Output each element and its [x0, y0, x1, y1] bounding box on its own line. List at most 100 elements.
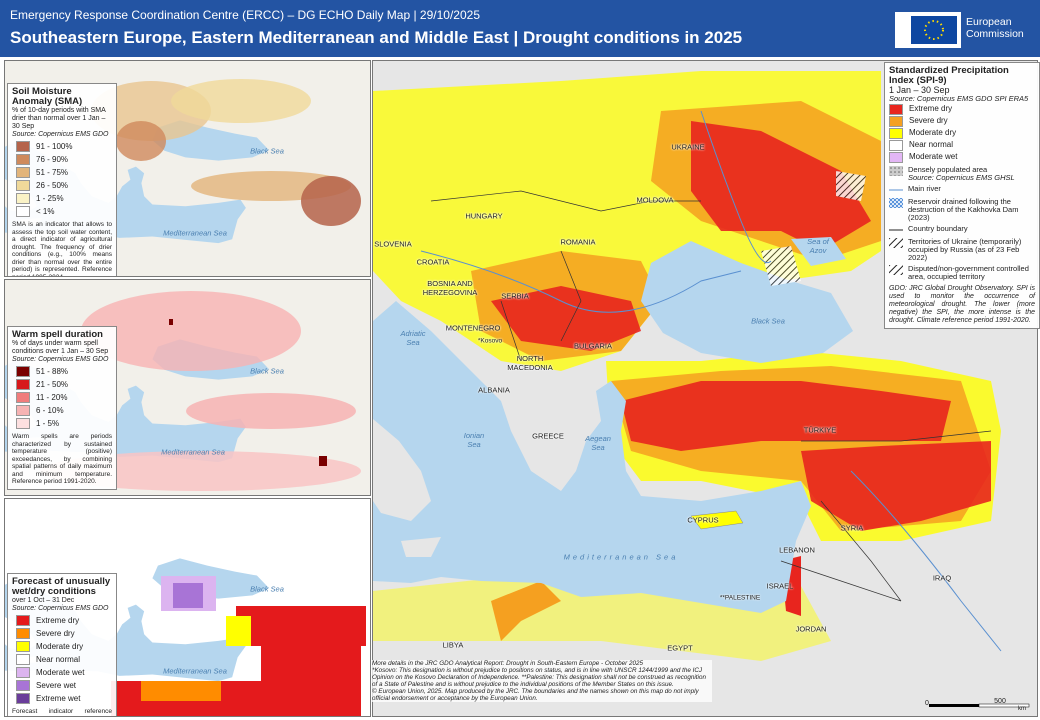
- legend-item: Severe dry: [889, 116, 1035, 127]
- sea-label: Black Sea: [250, 584, 284, 594]
- sea-label: Mediterranean Sea: [563, 552, 679, 562]
- legend-swatch: [16, 379, 30, 390]
- legend-swatch: [889, 152, 903, 163]
- legend-label: Extreme wet: [36, 693, 81, 703]
- country-label: IRAQ: [932, 573, 952, 583]
- sea-label: Black Sea: [250, 146, 284, 156]
- legend-swatch: [16, 418, 30, 429]
- legend-label: 1 - 25%: [36, 193, 64, 203]
- legend-label: Main river: [908, 184, 941, 193]
- legend-label: 51 - 75%: [36, 167, 69, 177]
- country-label: ISRAEL: [766, 581, 794, 591]
- legend-swatch: [889, 140, 903, 151]
- river: [700, 110, 772, 264]
- legend-swatch: [16, 180, 30, 191]
- country-label: SYRIA: [840, 523, 864, 533]
- panel-description: SMA is an indicator that allows to asses…: [12, 221, 112, 277]
- legend-symbol: [889, 166, 903, 176]
- country-label: BULGARIA: [574, 341, 612, 351]
- legend-item: Severe dry: [16, 628, 112, 639]
- legend-item: Reservoir drained following the destruct…: [889, 198, 1035, 222]
- legend-label: 11 - 20%: [36, 392, 68, 402]
- legend-item: < 1%: [16, 206, 112, 217]
- swatch: [889, 265, 903, 275]
- scale-label: 0: [925, 700, 929, 707]
- legend-swatch: [889, 128, 903, 139]
- panel-description: Forecast indicator reference period 1993…: [12, 708, 112, 716]
- legend-swatch: [16, 615, 30, 626]
- legend-list: Extreme dry Severe dry Moderate dry Near no…: [889, 104, 1035, 163]
- legend-label: < 1%: [36, 206, 55, 216]
- legend-swatch: [16, 641, 30, 652]
- logo-text: European Commission: [966, 16, 1024, 40]
- legend-label: Extreme dry: [36, 615, 80, 625]
- panel-source: Source: Copernicus EMS GDO: [12, 131, 109, 138]
- panel-subtitle: over 1 Oct – 31 Dec: [12, 597, 75, 604]
- legend-label: 1 - 5%: [36, 418, 60, 428]
- warm-area: [81, 291, 301, 371]
- sea-label: Ionian Sea: [463, 431, 485, 449]
- warm-area: [41, 451, 361, 491]
- legend-swatch: [16, 366, 30, 377]
- legend-item: Extreme wet: [16, 693, 112, 704]
- country-label: CYPRUS: [687, 515, 719, 525]
- legend-item: Country boundary: [889, 225, 1035, 235]
- legend-item: 51 - 75%: [16, 167, 112, 178]
- drought-extreme: [801, 441, 991, 531]
- legend-item: Territories of Ukraine (temporarily) occ…: [889, 238, 1035, 262]
- country-label: EGYPT: [667, 643, 693, 653]
- legend-swatch: [889, 104, 903, 115]
- sea-label: Mediterranean Sea: [163, 666, 227, 676]
- country-label: GREECE: [532, 431, 564, 441]
- dry-area: [261, 646, 361, 686]
- legend-label: Extreme dry: [909, 104, 953, 114]
- legend-label: 21 - 50%: [36, 379, 69, 389]
- legend-item: Extreme dry: [889, 104, 1035, 115]
- river: [850, 470, 1002, 652]
- dry-area: [236, 606, 366, 646]
- panel-title: Soil Moisture Anomaly (SMA): [12, 86, 83, 107]
- sea-label: Mediterranean Sea: [163, 228, 227, 238]
- scale-label: km: [1018, 706, 1026, 712]
- legend-symbol: [889, 265, 903, 275]
- cyprus: [690, 510, 744, 530]
- legend-swatch: [16, 628, 30, 639]
- legend-swatch: [16, 193, 30, 204]
- legend-item: Main river: [889, 185, 1035, 195]
- panel-warm-spell: Black Sea Mediterranean Sea Warm spell d…: [4, 279, 371, 496]
- legend-swatch: [16, 154, 30, 165]
- legend-label: Near normal: [909, 140, 954, 150]
- country-label: LIBYA: [442, 640, 464, 650]
- sea-label: Black Sea: [751, 316, 785, 326]
- sea-label: Black Sea: [250, 366, 284, 376]
- footer-line: *Kosovo: This designation is without pre…: [372, 667, 706, 688]
- logo: [893, 10, 1033, 50]
- panel-source: Source: Copernicus EMS GDO: [12, 356, 109, 363]
- legend-item: Near normal: [16, 654, 112, 665]
- drought-extreme: [691, 121, 871, 251]
- legend-label: Moderate dry: [36, 641, 84, 651]
- legend-list: 51 - 88% 21 - 50% 11 - 20% 6 - 10% 1 - 5%: [12, 366, 112, 429]
- country-label: ROMANIA: [560, 237, 596, 247]
- legend-label: Severe wet: [36, 680, 77, 690]
- panel-subtitle: % of days under warm spell conditions ov…: [12, 340, 109, 355]
- legend-swatch: [16, 680, 30, 691]
- legend-item: Moderate dry: [889, 128, 1035, 139]
- legend-label: 51 - 88%: [36, 366, 69, 376]
- legend-item: 51 - 88%: [16, 366, 112, 377]
- legend-title: Standardized Precipitation Index (SPI-9): [889, 65, 1009, 86]
- legend-item: Moderate wet: [16, 667, 112, 678]
- legend-item: 1 - 5%: [16, 418, 112, 429]
- panel-forecast: Black Sea Mediterranean Sea Forecast of …: [4, 498, 371, 717]
- legend-label: Severe dry: [36, 628, 75, 638]
- legend-item: Moderate dry: [16, 641, 112, 652]
- legend-item: 21 - 50%: [16, 379, 112, 390]
- legend-item: 6 - 10%: [16, 405, 112, 416]
- country-label: NORTH MACEDONIA: [507, 354, 553, 372]
- panel-legend: Warm spell duration % of days under warm…: [7, 326, 117, 490]
- main-legend: Standardized Precipitation Index (SPI-9)…: [884, 62, 1040, 329]
- occupied-territory: [836, 171, 866, 201]
- country-label: LEBANON: [779, 545, 815, 555]
